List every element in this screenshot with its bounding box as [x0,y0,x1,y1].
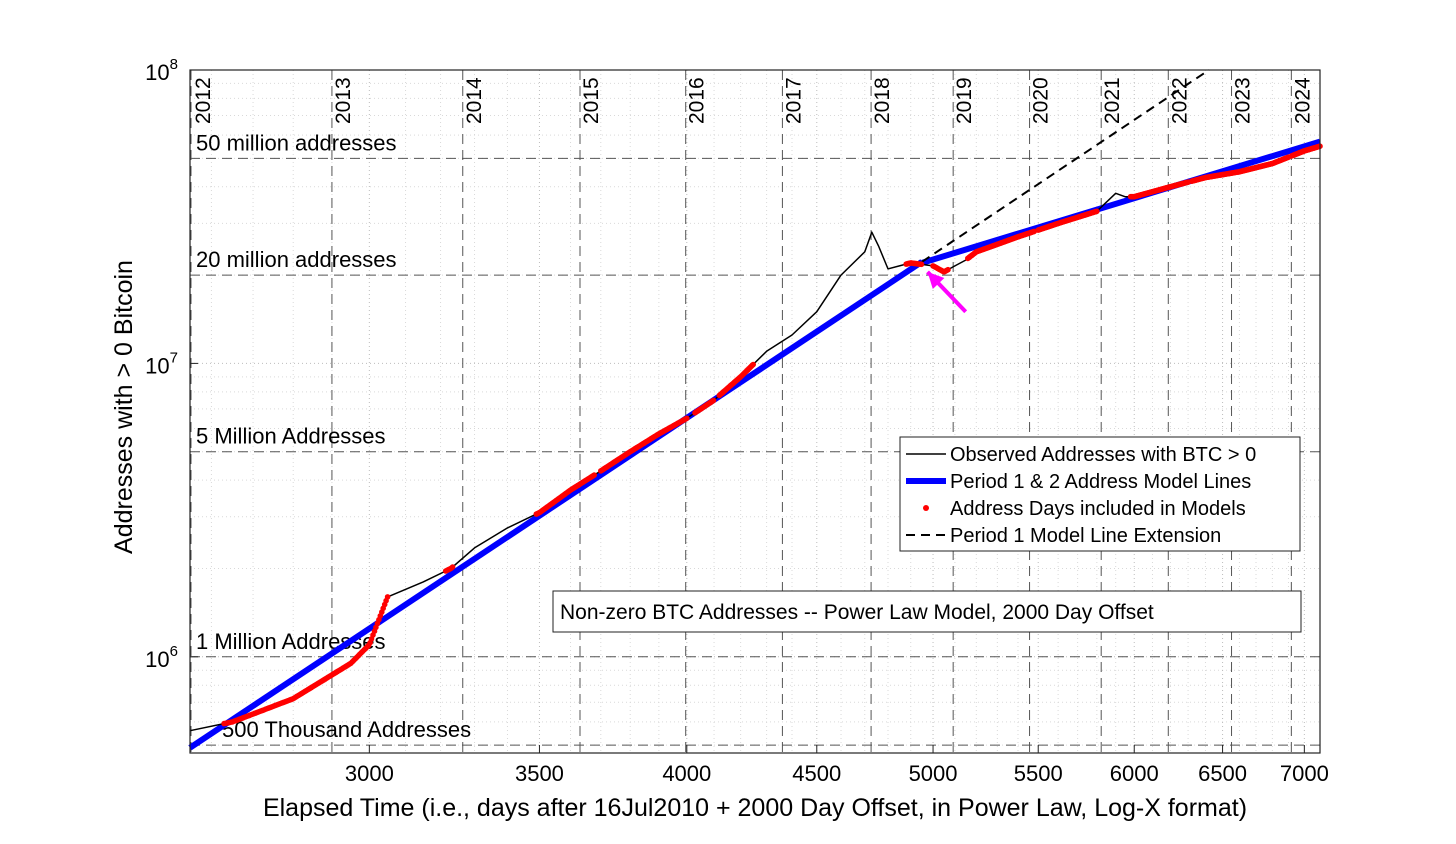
legend-label-extension: Period 1 Model Line Extension [950,525,1221,547]
x-tick-label: 7000 [1280,761,1329,786]
year-label-2017: 2017 [782,77,805,124]
level-label: 5 Million Addresses [196,424,386,449]
observed-line [189,145,1321,732]
model-day-dot [710,397,717,404]
year-label-2013: 2013 [332,77,355,124]
x-tick-label: 3500 [515,761,564,786]
model-day-dot [449,564,456,570]
year-label-2020: 2020 [1030,77,1053,124]
year-label-2021: 2021 [1101,77,1124,124]
legend-label-model-days: Address Days included in Models [950,498,1246,520]
model-day-dot [750,361,756,368]
legend-label-observed: Observed Addresses with BTC > 0 [950,444,1256,466]
y-tick-label: 107 [145,349,178,378]
arrow-head [927,271,945,290]
x-tick-label: 4000 [662,761,711,786]
year-lines: 2012 2013 2014 2015 2016 2017 2018 2019 2020 2021… [190,70,1314,753]
x-tick-label: 6500 [1198,761,1247,786]
model-day-dot [945,266,951,273]
model-day-dot [918,261,925,268]
title-box-frame [552,590,1302,633]
model-day-dot [1094,208,1100,215]
year-label-2018: 2018 [871,77,894,124]
year-label-2019: 2019 [953,77,976,124]
level-label: 50 million addresses [196,130,397,155]
year-label-2022: 2022 [1168,77,1191,124]
minor-grid [190,70,1321,753]
level-lines: 50 million addresses 20 million addresses… [190,130,1320,746]
level-label: 20 million addresses [196,247,397,272]
model-days-dots [221,143,1323,727]
y-tick-label: 106 [145,643,178,672]
plot-frame [189,69,1321,754]
level-label: 1 Million Addresses [196,629,386,654]
legend-swatch-model-days [923,505,929,511]
model-day-dot [384,594,391,600]
series-layer [188,69,1323,751]
year-label-2015: 2015 [580,77,603,124]
title-box: Non-zero BTC Addresses -- Power Law Mode… [552,590,1302,633]
year-label-2024: 2024 [1291,77,1314,124]
y-axis-ticks: 106 107 108 [145,56,198,672]
chart-title: Non-zero BTC Addresses -- Power Law Mode… [560,601,1154,624]
y-tick-label: 108 [145,56,178,85]
model-line-extension [921,69,1210,263]
annotation-layer [926,270,968,314]
y-axis-label: Addresses with > 0 Bitcoin [110,260,138,554]
x-axis-ticks: 3000 3500 4000 4500 5000 5500 6000 6500 7000 [345,745,1329,786]
x-tick-label: 4500 [792,761,841,786]
model-line-segment-2 [921,138,1321,266]
x-axis-label: Elapsed Time (i.e., days after 16Jul2010… [263,794,1247,822]
model-day-dot [684,415,690,422]
model-day-dot [591,472,597,478]
legend: Observed Addresses with BTC > 0 Period 1… [899,436,1301,552]
model-line-segment-1 [188,259,924,751]
year-label-2016: 2016 [686,77,709,124]
x-tick-label: 5500 [1014,761,1063,786]
year-label-2014: 2014 [463,77,486,124]
level-label: 500 Thousand Addresses [222,717,471,742]
x-tick-label: 3000 [345,761,394,786]
year-label-2023: 2023 [1232,77,1255,124]
legend-box [899,436,1301,552]
year-label-2012: 2012 [192,77,215,124]
x-tick-label: 6000 [1110,761,1159,786]
legend-label-model-lines: Period 1 & 2 Address Model Lines [950,471,1251,493]
x-tick-label: 5000 [909,761,958,786]
